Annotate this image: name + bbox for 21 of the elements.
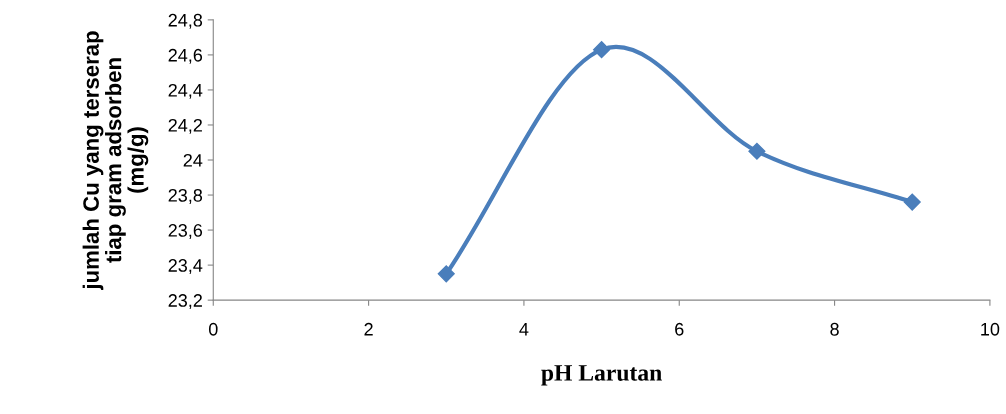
y-tick-label: 24,2: [168, 118, 202, 134]
x-tick-label: 10: [981, 322, 1000, 336]
point: [748, 142, 766, 160]
point: [437, 265, 455, 283]
x-tick-label: 2: [364, 322, 373, 336]
y-tick-label: 24: [183, 153, 203, 167]
y-tick-label: 24,6: [168, 48, 203, 64]
x-tick-label: 0: [208, 322, 218, 336]
y-tick-label: 24,8: [168, 13, 203, 29]
y-tick-label: 23,8: [168, 188, 203, 204]
y-tick-label: 24,4: [168, 83, 203, 99]
y-axis-title: jumlah Cu yang terserap tiap gram adsorben (mg/g): [82, 31, 149, 291]
x-tick-label: 6: [675, 322, 684, 336]
y-tick-label: 23,4: [168, 259, 203, 274]
y-tick-label: 23,2: [168, 294, 202, 309]
x-tick-label: 8: [830, 322, 839, 336]
point: [593, 41, 611, 59]
point: [903, 193, 921, 211]
x-tick-label: 4: [519, 323, 529, 336]
y-tick-label: 23,6: [168, 224, 203, 239]
x-axis-title: pH Larutan: [541, 365, 662, 386]
